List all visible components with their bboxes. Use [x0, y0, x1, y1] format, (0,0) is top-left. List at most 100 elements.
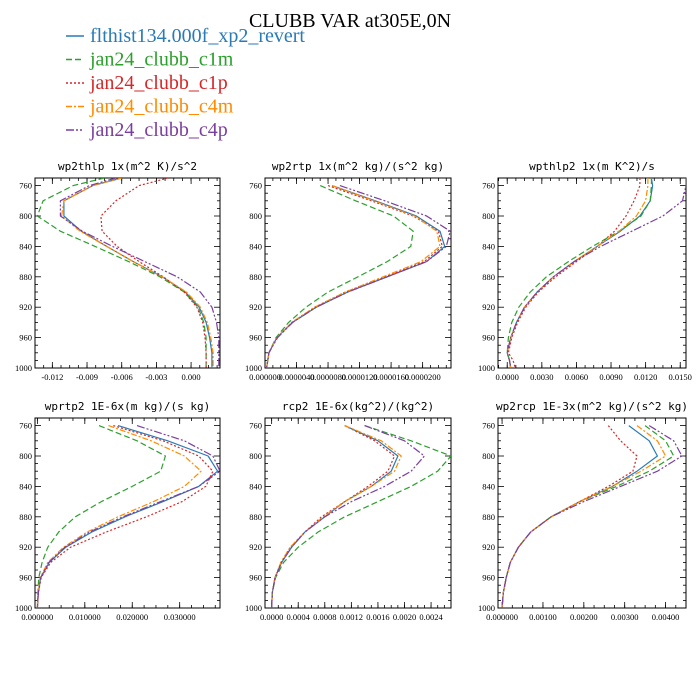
panel-4: wprtp2 1E-6x(m kg)/(s kg) 760 800 840 880 920… — [15, 400, 221, 622]
series-line-5 — [59, 178, 220, 368]
x-tick-label: 0.00300 — [611, 612, 639, 622]
y-tick-label: 800 — [19, 211, 32, 221]
panel-2: wp2rtp 1x(m^2 kg)/(s^2 kg) 760 800 840 880 92… — [245, 160, 452, 382]
panel-title: rcp2 1E-6x(kg^2)/(kg^2) — [282, 400, 434, 413]
y-tick-label: 960 — [249, 573, 262, 583]
y-tick-label: 760 — [482, 421, 495, 431]
plot-frame — [264, 177, 452, 369]
panel-title: wp2thlp 1x(m^2 K)/s^2 — [58, 160, 197, 173]
y-tick-label: 800 — [19, 451, 32, 461]
y-tick-label: 840 — [19, 481, 32, 491]
y-tick-label: 920 — [19, 542, 32, 552]
y-tick-label: 960 — [19, 573, 32, 583]
series-line-4 — [271, 425, 402, 608]
y-tick-label: 800 — [482, 211, 495, 221]
series-line-5 — [506, 178, 686, 368]
x-tick-label: 0.0000080 — [310, 372, 346, 382]
x-tick-label: -0.009 — [76, 372, 98, 382]
panel-title: wp2rtp 1x(m^2 kg)/(s^2 kg) — [272, 160, 444, 173]
series-line-5 — [271, 425, 425, 608]
y-tick-label: 960 — [19, 333, 32, 343]
series-line-2 — [266, 185, 414, 368]
y-tick-label: 760 — [19, 181, 32, 191]
x-tick-label: 0.00200 — [570, 612, 598, 622]
series-line-4 — [501, 425, 667, 608]
series-line-5 — [266, 185, 451, 368]
panel-title: wp2rcp 1E-3x(m^2 kg)/(s^2 kg) — [496, 400, 688, 413]
series-line-3 — [266, 185, 443, 368]
x-tick-label: 0.0008 — [313, 612, 336, 622]
y-tick-label: 880 — [249, 512, 262, 522]
y-tick-label: 840 — [482, 481, 495, 491]
x-tick-label: 0.0120 — [634, 372, 657, 382]
series-line-4 — [266, 185, 441, 368]
x-tick-label: -0.006 — [111, 372, 133, 382]
legend-label: jan24_clubb_c1m — [89, 49, 234, 71]
y-tick-label: 1000 — [245, 603, 262, 613]
y-tick-label: 920 — [19, 302, 32, 312]
x-tick-label: 0.010000 — [69, 612, 101, 622]
x-tick-label: -0.003 — [145, 372, 167, 382]
y-tick-label: 880 — [19, 272, 32, 282]
series-line-1 — [506, 178, 654, 368]
legend-label: jan24_clubb_c4p — [89, 119, 228, 141]
series-line-4 — [60, 178, 214, 368]
legend-label: flthist134.000f_xp2_revert — [90, 25, 305, 47]
x-tick-label: 0.020000 — [116, 612, 148, 622]
x-tick-label: 0.0060 — [565, 372, 588, 382]
y-tick-label: 920 — [482, 542, 495, 552]
y-tick-label: 880 — [249, 272, 262, 282]
y-tick-label: 800 — [482, 451, 495, 461]
x-tick-label: 0.0090 — [599, 372, 622, 382]
plot-frame — [264, 417, 452, 609]
series-line-5 — [36, 425, 220, 608]
x-tick-label: 0.000000 — [486, 612, 518, 622]
y-tick-label: 1000 — [15, 363, 32, 373]
x-tick-label: 0.0000120 — [342, 372, 378, 382]
y-tick-label: 760 — [249, 421, 262, 431]
y-tick-label: 840 — [482, 241, 495, 251]
y-tick-label: 960 — [482, 333, 495, 343]
y-tick-label: 920 — [249, 302, 262, 312]
series-line-1 — [36, 425, 219, 608]
y-tick-label: 920 — [482, 302, 495, 312]
y-tick-label: 800 — [249, 211, 262, 221]
y-tick-label: 1000 — [15, 603, 32, 613]
y-tick-label: 960 — [482, 573, 495, 583]
plot-frame — [34, 177, 221, 369]
legend-label: jan24_clubb_c1p — [89, 72, 228, 94]
series-line-3 — [501, 425, 638, 608]
y-tick-label: 840 — [249, 481, 262, 491]
series-line-3 — [271, 425, 396, 608]
series-line-3 — [100, 178, 207, 368]
x-tick-label: 0.0016 — [366, 612, 389, 622]
y-tick-label: 760 — [249, 181, 262, 191]
y-tick-label: 960 — [249, 333, 262, 343]
x-tick-label: 0.00400 — [652, 612, 680, 622]
x-tick-label: 0.00100 — [529, 612, 557, 622]
panel-title: wprtp2 1E-6x(m kg)/(s kg) — [45, 400, 211, 413]
y-tick-label: 760 — [482, 181, 495, 191]
x-tick-label: 0.0012 — [340, 612, 363, 622]
panel-title: wpthlp2 1x(m K^2)/s — [529, 160, 655, 173]
series-line-1 — [63, 178, 213, 368]
plot-frame — [34, 417, 221, 609]
x-tick-label: 0.0004 — [287, 612, 311, 622]
x-tick-label: 0.0000160 — [373, 372, 409, 382]
series-line-3 — [507, 178, 641, 368]
series-line-2 — [271, 425, 451, 608]
series-line-4 — [506, 178, 649, 368]
y-tick-label: 1000 — [245, 363, 262, 373]
panels-grid: wp2thlp 1x(m^2 K)/s^2 760 800 840 880 920 960 1… — [15, 160, 692, 622]
y-tick-label: 880 — [19, 512, 32, 522]
y-tick-label: 840 — [19, 241, 32, 251]
x-tick-label: 0.0030 — [530, 372, 553, 382]
y-tick-label: 1000 — [478, 363, 495, 373]
series-line-2 — [506, 178, 653, 368]
y-tick-label: 1000 — [478, 603, 495, 613]
legend: flthist134.000f_xp2_revertjan24_clubb_c1… — [66, 25, 305, 141]
panel-6: wp2rcp 1E-3x(m^2 kg)/(s^2 kg)760 800 840 88… — [478, 400, 688, 622]
series-line-2 — [36, 178, 207, 368]
series-line-4 — [36, 425, 202, 608]
